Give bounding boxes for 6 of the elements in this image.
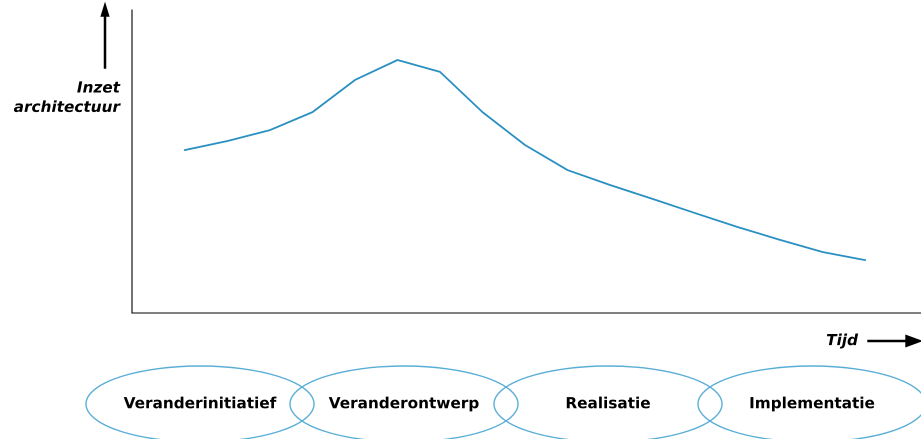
text: Implementatie <box>750 396 874 412</box>
y-axis-title: Inzet architectuur <box>14 81 121 112</box>
x-axis-title: Tijd <box>826 334 858 348</box>
text: Veranderinitiatief <box>124 396 276 408</box>
text: Realisatie <box>566 396 650 408</box>
text: Veranderontwerp <box>328 396 479 412</box>
